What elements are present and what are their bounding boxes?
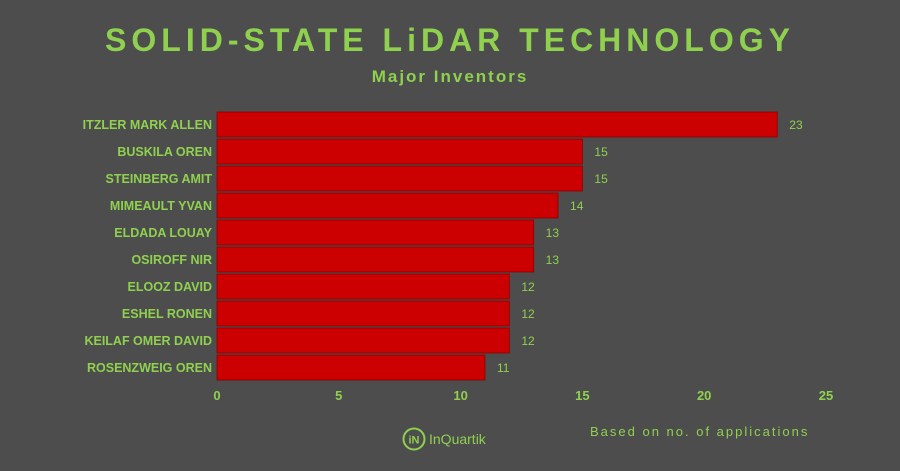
bar: [216, 219, 535, 246]
bar: [216, 138, 583, 165]
bar: [216, 354, 486, 381]
bar: [216, 300, 510, 327]
value-label: 11: [497, 361, 510, 375]
value-labels-group: 23 15 15 14 13 13 12 12 12 11: [497, 118, 803, 375]
x-tick-label: 5: [335, 388, 342, 403]
value-label: 13: [546, 226, 560, 240]
value-label: 14: [570, 199, 584, 213]
category-label: MIMEAULT YVAN: [110, 199, 212, 213]
x-tick-label: 25: [819, 388, 833, 403]
value-label: 13: [546, 253, 560, 267]
value-label: 12: [521, 334, 535, 348]
x-tick-label: 15: [575, 388, 589, 403]
value-label: 12: [521, 307, 535, 321]
category-label: BUSKILA OREN: [117, 145, 212, 159]
category-label: ELDADA LOUAY: [114, 226, 212, 240]
bar: [216, 165, 583, 192]
bar: [216, 192, 559, 219]
inquartik-logo-icon: iN: [402, 427, 426, 451]
bar: [216, 273, 510, 300]
value-label: 15: [594, 145, 608, 159]
inquartik-logo: iN InQuartik: [402, 427, 486, 451]
category-label: ITZLER MARK ALLEN: [83, 118, 212, 132]
chart-subtitle: Major Inventors: [371, 67, 529, 86]
category-label: KEILAF OMER DAVID: [84, 334, 212, 348]
x-tick-label: 0: [213, 388, 220, 403]
value-label: 15: [594, 172, 608, 186]
logo-text: InQuartik: [429, 431, 486, 447]
category-label: STEINBERG AMIT: [106, 172, 213, 186]
value-label: 23: [789, 118, 803, 132]
x-tick-label: 20: [697, 388, 711, 403]
value-label: 12: [521, 280, 535, 294]
bar: [216, 111, 778, 138]
category-label: ROSENZWEIG OREN: [87, 361, 212, 375]
category-labels-group: ITZLER MARK ALLEN BUSKILA OREN STEINBERG A…: [83, 118, 213, 375]
category-label: ESHEL RONEN: [122, 307, 212, 321]
svg-text:iN: iN: [409, 435, 420, 447]
category-label: OSIROFF NIR: [131, 253, 212, 267]
chart-title: SOLID-STATE LiDAR TECHNOLOGY: [105, 22, 795, 58]
footnote: Based on no. of applications: [590, 424, 810, 439]
x-axis-ticks-group: 0 5 10 15 20 25: [213, 388, 833, 403]
bar: [216, 327, 510, 354]
category-label: ELOOZ DAVID: [128, 280, 213, 294]
x-tick-label: 10: [453, 388, 467, 403]
bars-group: [216, 111, 778, 381]
bar: [216, 246, 535, 273]
